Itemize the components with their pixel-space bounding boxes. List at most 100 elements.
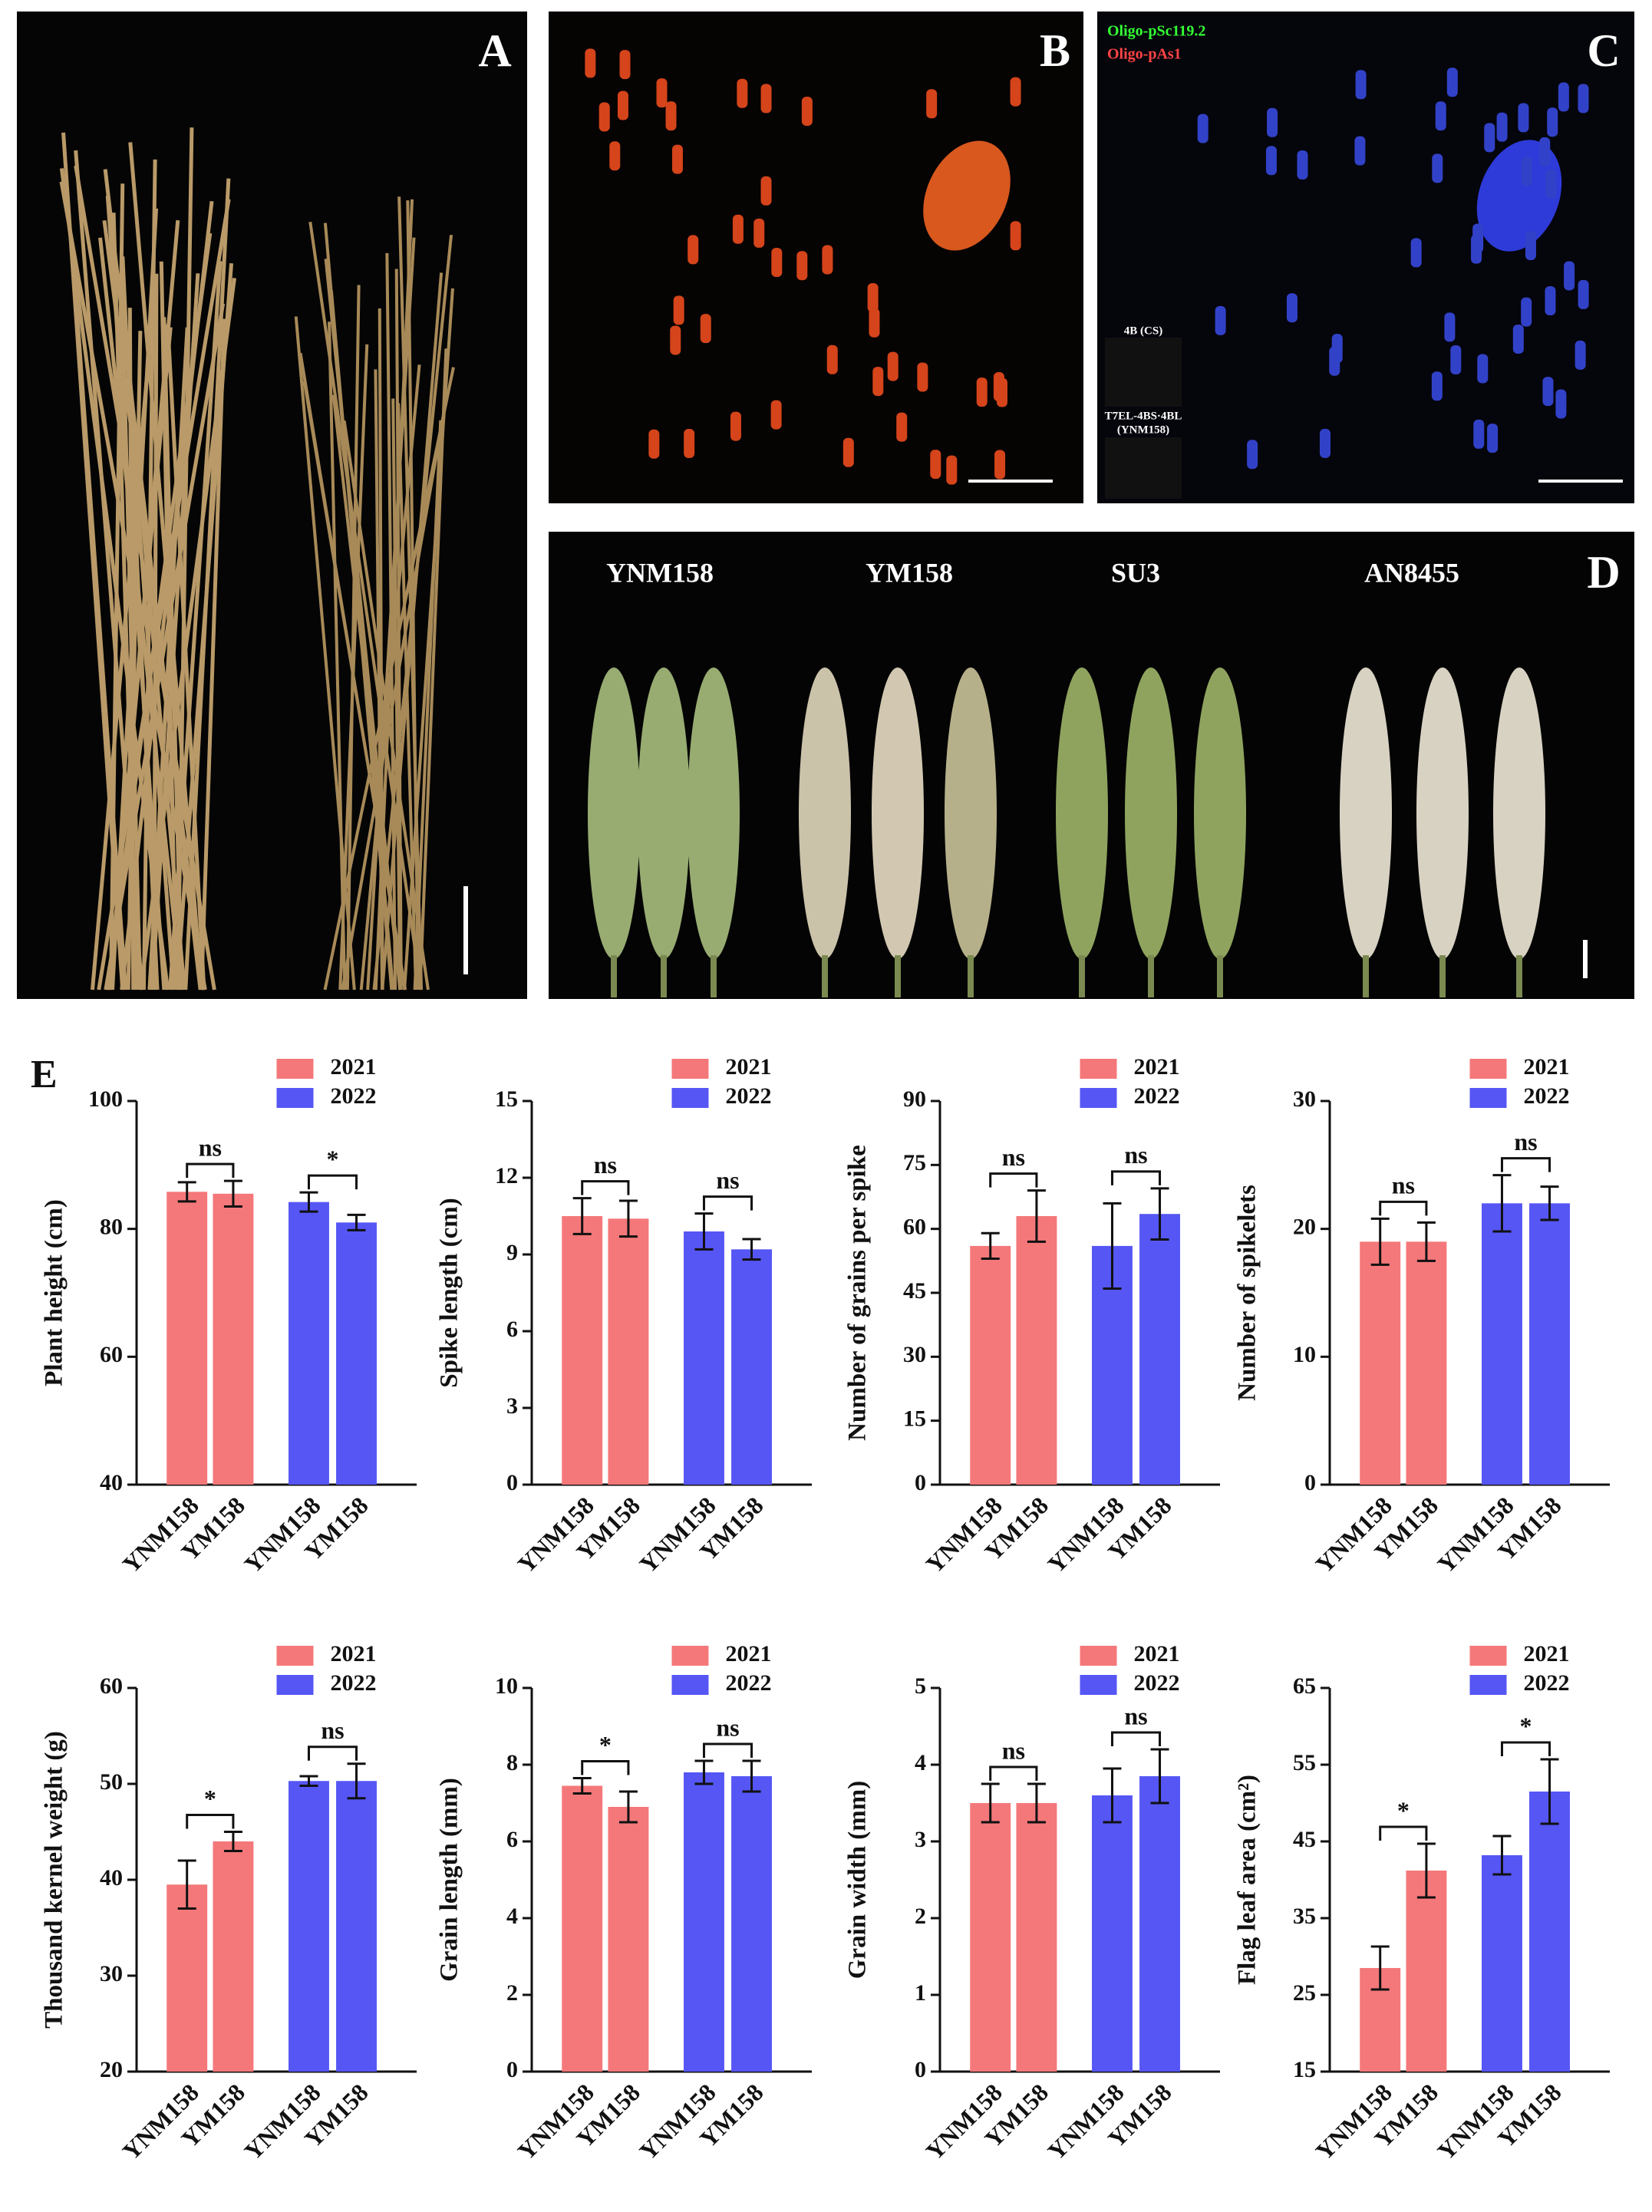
- error-bar: [981, 1782, 1000, 1824]
- probe-label: Oligo-pSc119.2: [1107, 23, 1205, 40]
- stalk: [150, 273, 200, 991]
- significance-bracket: [702, 1195, 753, 1211]
- y-tick-label: 45: [1293, 1827, 1316, 1852]
- error-bar: [1027, 1189, 1046, 1243]
- chromosome: [1555, 389, 1567, 419]
- y-tick-label: 45: [903, 1278, 926, 1304]
- photo-panels: A B C D Oligo-pSc119.2 Oligo-pAs1 4B (CS…: [17, 12, 1634, 999]
- significance-label: ns: [716, 1713, 739, 1741]
- photo-b: [549, 12, 1083, 503]
- y-tick-label: 10: [495, 1673, 518, 1699]
- legend-label: 2021: [1134, 1641, 1180, 1666]
- significance-label: ns: [716, 1166, 739, 1194]
- stalk: [90, 325, 153, 991]
- y-tick-label: 6: [506, 1317, 518, 1342]
- bar: [1016, 1216, 1057, 1485]
- error-bar: [572, 1777, 592, 1795]
- probe-label: Oligo-pAs1: [1107, 46, 1182, 63]
- cultivar-label: YM158: [866, 557, 953, 588]
- stalk: [128, 142, 204, 991]
- error-bar: [223, 1831, 242, 1852]
- legend-swatch: [276, 1646, 314, 1666]
- y-tick-label: 3: [506, 1393, 518, 1419]
- y-tick-label: 60: [100, 1673, 123, 1699]
- stalk: [105, 195, 167, 991]
- y-tick-label: 15: [1293, 2057, 1316, 2082]
- bar: [731, 1249, 772, 1485]
- stalk: [74, 150, 144, 991]
- chromosome: [1578, 279, 1589, 309]
- y-tick-label: 100: [88, 1086, 123, 1112]
- bar: [684, 1772, 724, 2072]
- bar: [970, 1245, 1011, 1485]
- significance-label: *: [1520, 1712, 1532, 1739]
- stalk: [59, 168, 170, 991]
- significance-bracket: [581, 1760, 630, 1775]
- significance-bracket: [1110, 1731, 1162, 1746]
- chromosome: [1545, 285, 1556, 315]
- legend-label: 2021: [1134, 1054, 1180, 1080]
- chromosome: [688, 235, 699, 265]
- y-tick-label: 4: [506, 1904, 518, 1929]
- error-bar: [981, 1231, 1000, 1261]
- bar: [1139, 1214, 1180, 1485]
- error-bar: [177, 1859, 196, 1910]
- legend-swatch: [671, 1059, 709, 1079]
- legend-swatch: [276, 1675, 314, 1695]
- chromosome: [585, 48, 596, 78]
- spike: [799, 668, 851, 959]
- chromosome: [1521, 157, 1532, 186]
- nucleus: [923, 140, 1011, 251]
- chromosome: [1547, 107, 1558, 137]
- bar: [1406, 1871, 1447, 2072]
- legend-label: 2021: [726, 1054, 772, 1080]
- chromosome: [737, 78, 748, 108]
- chromosome: [926, 89, 938, 119]
- error-bar: [223, 1179, 242, 1208]
- inset: [1105, 437, 1182, 499]
- y-tick-label: 30: [100, 1961, 123, 1986]
- chromosome: [1329, 346, 1340, 376]
- legend-label: 2022: [1134, 1083, 1180, 1109]
- photo-a: [17, 12, 527, 999]
- error-bar: [694, 1212, 714, 1251]
- inset-label: T7EL-4BS·4BL: [1105, 410, 1182, 422]
- chromosome: [887, 351, 899, 381]
- chromosome: [1564, 261, 1575, 291]
- bar: [1016, 1803, 1057, 2072]
- stalk: [397, 403, 418, 991]
- stalk: [107, 327, 173, 991]
- error-bar: [1103, 1202, 1122, 1290]
- stalk: [418, 348, 448, 991]
- stalk: [103, 169, 203, 991]
- significance-bracket: [989, 1765, 1038, 1781]
- chromosome: [619, 50, 631, 80]
- legend-swatch: [1469, 1675, 1507, 1695]
- chromosome: [1487, 424, 1499, 453]
- bar: [562, 1785, 603, 2072]
- chromosome: [1355, 70, 1367, 100]
- chromosome: [896, 412, 908, 442]
- chromosome: [842, 437, 854, 467]
- y-tick-label: 0: [1304, 1470, 1316, 1495]
- bar: [167, 1884, 208, 2072]
- chromosome: [1297, 150, 1308, 180]
- spike: [1416, 668, 1469, 959]
- chromosome: [1545, 169, 1557, 199]
- bar: [1139, 1776, 1180, 2072]
- y-axis-label: Spike length (cm): [436, 1198, 463, 1388]
- significance-bracket: [1379, 1200, 1428, 1216]
- y-axis-label: Flag leaf area (cm²): [1234, 1775, 1261, 1985]
- error-bar: [618, 1790, 638, 1824]
- stalk: [323, 367, 455, 991]
- chromosome: [1477, 354, 1489, 384]
- bar: [731, 1776, 772, 2072]
- error-bar: [694, 1759, 714, 1785]
- bar: [289, 1202, 329, 1485]
- bar: [1360, 1241, 1401, 1485]
- error-bar: [347, 1213, 366, 1231]
- spike: [688, 668, 740, 959]
- cultivar-label: YNM158: [606, 557, 714, 588]
- y-tick-label: 40: [100, 1470, 123, 1495]
- panel-label: A: [478, 25, 511, 76]
